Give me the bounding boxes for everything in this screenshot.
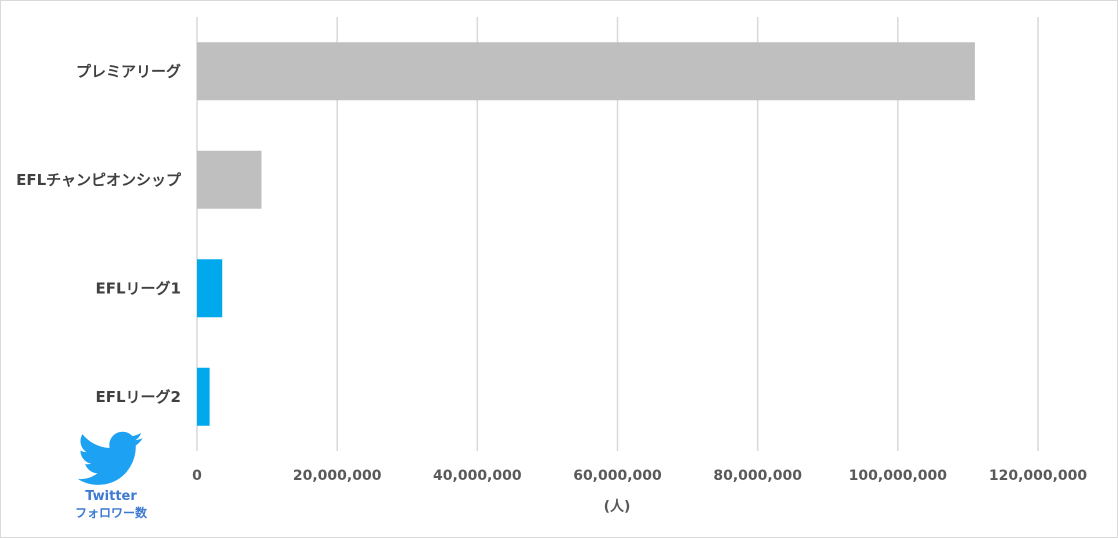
twitter-badge: Twitter フォロワー数 xyxy=(61,431,161,521)
x-tick-label: 40,000,000 xyxy=(433,468,522,484)
badge-subtitle: フォロワー数 xyxy=(74,506,147,520)
category-labels: プレミアリーグ EFLチャンピオンシップ EFLリーグ1 EFLリーグ2 xyxy=(16,62,182,406)
category-label: EFLリーグ1 xyxy=(96,279,182,297)
x-tick-label: 20,000,000 xyxy=(293,468,382,484)
twitter-bird-icon xyxy=(78,431,143,485)
x-tick-labels: 0 20,000,000 40,000,000 60,000,000 80,000,00… xyxy=(192,468,1087,484)
category-label: EFLチャンピオンシップ xyxy=(16,171,182,189)
bar xyxy=(197,367,210,426)
bar xyxy=(197,259,223,318)
x-tick-label: 80,000,000 xyxy=(713,468,802,484)
x-tick-label: 100,000,000 xyxy=(849,468,948,484)
x-tick-label: 120,000,000 xyxy=(989,468,1088,484)
x-tick-label: 0 xyxy=(192,468,202,484)
x-tick-label: 60,000,000 xyxy=(573,468,662,484)
category-label: プレミアリーグ xyxy=(76,62,181,80)
bar xyxy=(197,150,262,209)
category-label: EFLリーグ2 xyxy=(96,388,182,406)
bars xyxy=(197,42,975,426)
x-axis-label: (人) xyxy=(604,498,631,515)
bar xyxy=(197,42,975,101)
badge-title: Twitter xyxy=(85,489,137,504)
